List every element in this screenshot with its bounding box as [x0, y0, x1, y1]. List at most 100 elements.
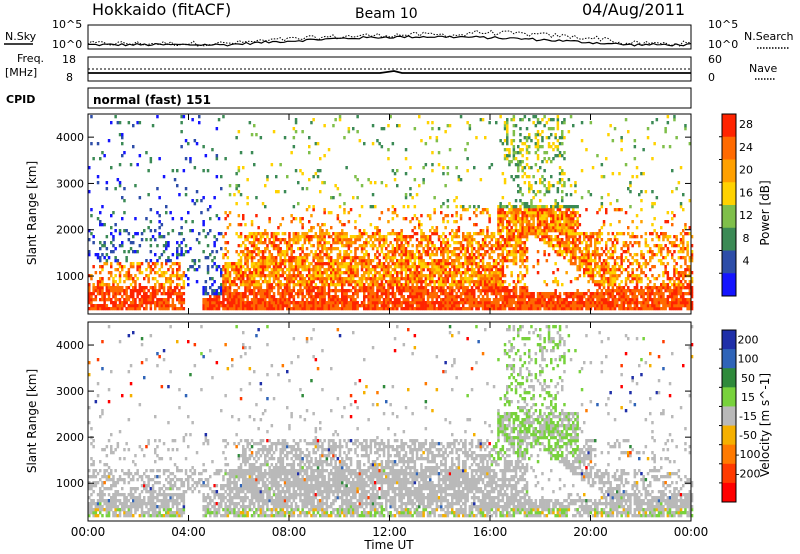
- power-cell: [239, 244, 243, 248]
- power-cell: [596, 298, 599, 302]
- power-cell: [587, 295, 590, 299]
- power-cell: [574, 211, 577, 215]
- power-cell: [288, 232, 291, 236]
- power-cell: [466, 157, 469, 161]
- power-cell: [246, 295, 249, 299]
- power-cell: [556, 301, 560, 305]
- power-cell: [127, 295, 131, 299]
- power-cell: [501, 280, 505, 284]
- power-cell: [521, 247, 524, 251]
- power-cell: [116, 307, 120, 311]
- power-cell: [114, 292, 117, 296]
- power-cell: [605, 211, 608, 215]
- power-cell: [118, 280, 122, 284]
- power-cell: [545, 226, 549, 230]
- power-cell: [149, 265, 153, 269]
- power-cell: [127, 232, 131, 236]
- power-cell: [321, 307, 324, 311]
- power-cell: [413, 292, 417, 296]
- power-cell: [349, 295, 353, 299]
- power-cell: [510, 142, 513, 146]
- power-cell: [382, 286, 386, 290]
- power-cell: [103, 295, 106, 299]
- power-cell: [464, 280, 467, 284]
- power-cell: [525, 136, 529, 140]
- power-cell: [378, 244, 381, 248]
- power-cell: [116, 286, 120, 290]
- power-cell: [558, 226, 562, 230]
- power-cell: [490, 256, 494, 260]
- power-cell: [330, 226, 333, 230]
- power-cell: [468, 235, 472, 239]
- power-cell: [380, 283, 384, 287]
- power-cell: [495, 304, 498, 308]
- power-cell: [303, 262, 307, 266]
- power-cell: [550, 214, 553, 218]
- power-cell: [565, 229, 568, 233]
- power-cell: [380, 244, 384, 248]
- power-cell: [462, 205, 465, 209]
- power-cell: [501, 244, 505, 248]
- power-cell: [437, 271, 441, 275]
- power-cell: [246, 238, 249, 242]
- power-cell: [574, 301, 577, 305]
- power-cell: [530, 184, 533, 188]
- power-cell: [347, 265, 351, 269]
- power-cell: [374, 271, 377, 275]
- power-cell: [94, 304, 98, 308]
- power-cell: [380, 268, 384, 272]
- power-cell: [189, 157, 192, 161]
- power-cell: [376, 298, 379, 302]
- power-cell: [583, 238, 586, 242]
- power-cell: [431, 253, 434, 257]
- power-cell: [213, 304, 216, 308]
- power-cell: [356, 283, 359, 287]
- power-cell: [237, 265, 241, 269]
- power-cell: [543, 232, 546, 236]
- power-cell: [354, 256, 357, 260]
- power-cell: [345, 295, 348, 299]
- power-cell: [116, 121, 120, 125]
- power-cell: [578, 262, 582, 266]
- power-cell: [235, 187, 238, 191]
- noise-right-tick-top: 10^5: [708, 18, 738, 31]
- power-cell: [512, 133, 516, 137]
- power-cell: [235, 301, 238, 305]
- power-cell: [501, 304, 505, 308]
- power-cell: [237, 223, 241, 227]
- power-cell: [512, 262, 516, 266]
- power-cell: [490, 277, 494, 281]
- power-cell: [299, 262, 302, 266]
- power-cell: [547, 211, 551, 215]
- power-cell: [103, 283, 106, 287]
- power-cell: [319, 253, 322, 257]
- power-cell: [514, 259, 518, 263]
- power-cell: [563, 226, 566, 230]
- power-cell: [473, 238, 476, 242]
- power-cell: [206, 268, 210, 272]
- power-cell: [525, 226, 529, 230]
- power-cell: [426, 262, 430, 266]
- power-cell: [558, 241, 562, 245]
- power-cell: [567, 301, 571, 305]
- power-cell: [255, 262, 258, 266]
- power-cell: [231, 280, 234, 284]
- power-cell: [466, 121, 469, 125]
- power-cell: [484, 253, 487, 257]
- power-cell: [508, 283, 511, 287]
- power-cell: [99, 283, 102, 287]
- power-cell: [165, 292, 168, 296]
- power-cell: [510, 217, 513, 221]
- power-cell: [567, 229, 571, 233]
- power-cell: [239, 262, 243, 266]
- power-cell: [110, 274, 113, 278]
- power-cell: [347, 253, 351, 257]
- power-cell: [121, 241, 124, 245]
- power-cell: [530, 166, 533, 170]
- power-cell: [99, 298, 102, 302]
- power-cell: [99, 265, 102, 269]
- power-cell: [453, 235, 456, 239]
- power-cell: [510, 232, 513, 236]
- power-cell: [125, 274, 128, 278]
- power-cell: [464, 307, 467, 311]
